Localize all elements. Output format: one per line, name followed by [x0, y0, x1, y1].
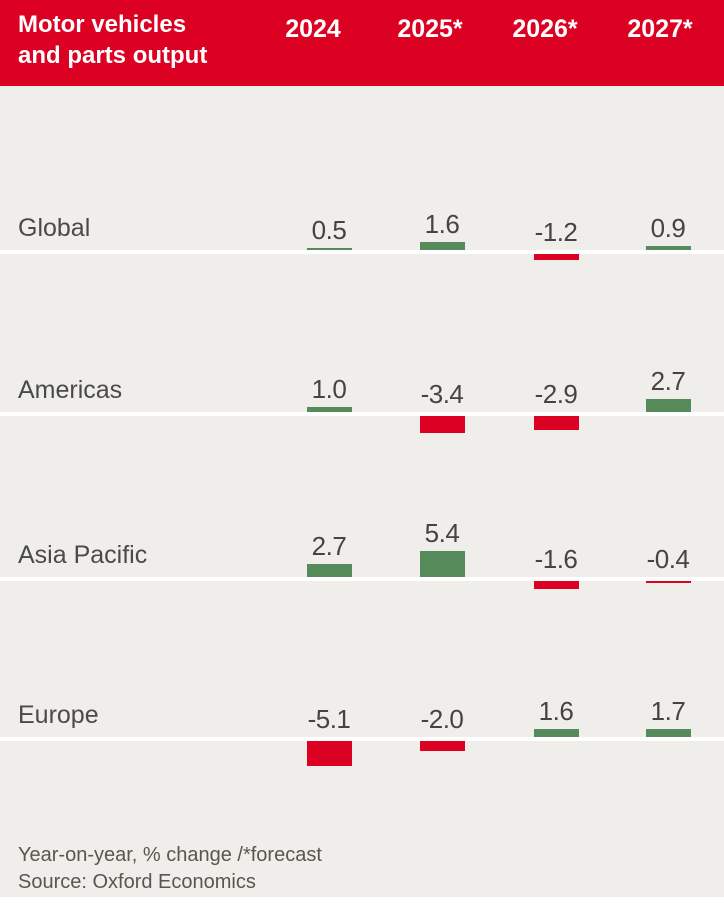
bar-europe-2024 [306, 741, 352, 766]
bar-europe-2027 [645, 729, 691, 737]
value-label: 1.7 [650, 696, 686, 726]
header-banner: Motor vehicles and parts output 2024 202… [0, 0, 724, 86]
value-label: 0.5 [311, 215, 347, 245]
zero-baseline [0, 737, 724, 741]
bar-europe-2026 [533, 729, 579, 737]
value-label: 0.9 [650, 213, 686, 243]
value-label: -3.4 [420, 379, 464, 409]
zero-baseline [0, 412, 724, 416]
chart-title-line2: and parts output [18, 42, 208, 69]
column-header-2024: 2024 [285, 15, 341, 43]
value-label: -2.0 [420, 704, 464, 734]
column-header-2026: 2026* [512, 15, 578, 43]
footnote: Year-on-year, % change /*forecast Source… [18, 842, 322, 896]
value-label: -5.1 [307, 704, 351, 734]
bar-americas-2026 [533, 416, 579, 430]
value-label: -2.9 [534, 379, 578, 409]
region-label-americas: Americas [18, 376, 123, 404]
value-label: 2.7 [650, 366, 686, 396]
bar-americas-2024 [306, 407, 352, 412]
bar-global-2024 [306, 248, 352, 250]
region-label-europe: Europe [18, 701, 99, 729]
value-label: 2.7 [311, 531, 347, 561]
bar-global-2027 [645, 246, 691, 250]
column-header-2027: 2027* [627, 15, 693, 43]
bar-asia-pacific-2026 [533, 581, 579, 589]
value-label: 1.6 [424, 209, 460, 239]
chart-body [0, 86, 724, 897]
zero-baseline [0, 250, 724, 254]
chart-title-line1: Motor vehicles [18, 11, 187, 38]
value-label: 5.4 [424, 518, 460, 548]
value-label: 1.0 [311, 374, 347, 404]
bar-americas-2027 [645, 399, 691, 412]
bar-asia-pacific-2024 [306, 564, 352, 577]
bar-global-2025 [419, 242, 465, 250]
region-label-asia-pacific: Asia Pacific [18, 541, 148, 569]
value-label: -1.2 [534, 217, 578, 247]
value-label: 1.6 [538, 696, 574, 726]
bar-americas-2025 [419, 416, 465, 433]
chart-title: Motor vehicles and parts output [18, 9, 207, 71]
footnote-units: Year-on-year, % change /*forecast [18, 844, 322, 866]
column-header-2025: 2025* [397, 15, 463, 43]
bar-global-2026 [533, 254, 579, 260]
zero-baseline [0, 577, 724, 581]
bar-asia-pacific-2025 [419, 551, 465, 577]
footnote-source: Source: Oxford Economics [18, 871, 256, 893]
region-label-global: Global [18, 214, 91, 242]
value-label: -0.4 [646, 544, 690, 574]
bar-europe-2025 [419, 741, 465, 751]
bar-asia-pacific-2027 [645, 581, 691, 583]
value-label: -1.6 [534, 544, 578, 574]
